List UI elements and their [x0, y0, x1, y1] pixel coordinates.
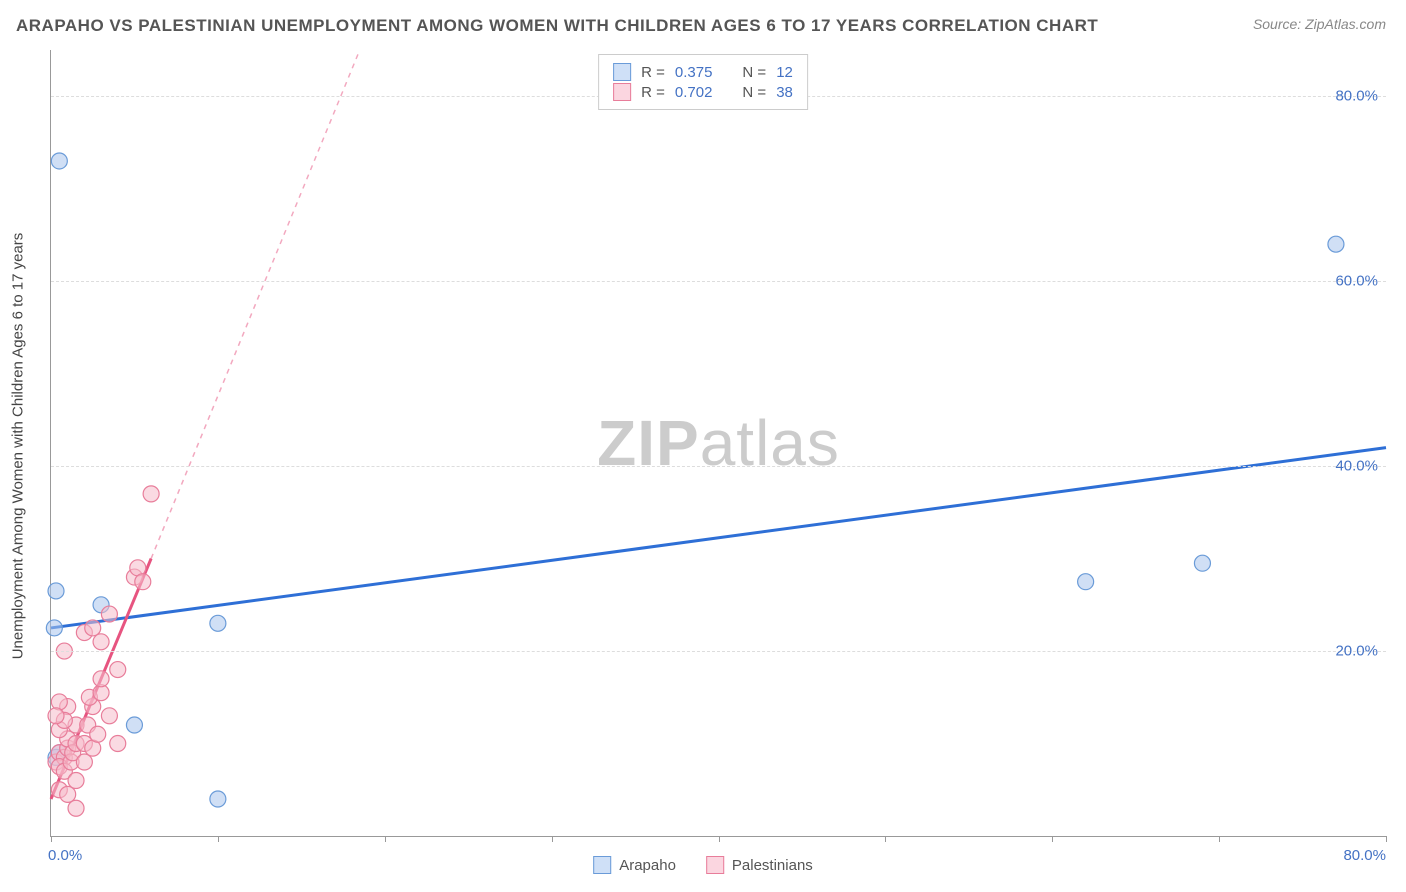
data-point — [51, 153, 67, 169]
legend-label: Palestinians — [732, 857, 813, 874]
legend-r-label: R = — [641, 64, 665, 81]
x-tick-mark — [719, 836, 720, 842]
legend-stat-row: R = 0.702 N = 38 — [613, 83, 793, 101]
data-point — [48, 583, 64, 599]
y-tick-label: 20.0% — [1335, 643, 1378, 660]
x-tick-mark — [1219, 836, 1220, 842]
x-tick-mark — [385, 836, 386, 842]
data-point — [93, 671, 109, 687]
data-point — [48, 708, 64, 724]
data-point — [76, 754, 92, 770]
x-tick-mark — [1386, 836, 1387, 842]
y-tick-label: 80.0% — [1335, 88, 1378, 105]
legend-n-value: 38 — [776, 84, 793, 101]
legend-series: Arapaho Palestinians — [593, 856, 813, 874]
data-point — [1194, 555, 1210, 571]
data-point — [85, 620, 101, 636]
legend-swatch — [613, 63, 631, 81]
data-point — [60, 786, 76, 802]
data-point — [110, 662, 126, 678]
legend-r-value: 0.375 — [675, 64, 713, 81]
gridline — [51, 466, 1386, 467]
x-tick-mark — [552, 836, 553, 842]
y-tick-label: 60.0% — [1335, 273, 1378, 290]
data-point — [68, 800, 84, 816]
legend-n-label: N = — [742, 84, 766, 101]
legend-swatch — [593, 856, 611, 874]
data-point — [126, 717, 142, 733]
y-tick-label: 40.0% — [1335, 458, 1378, 475]
legend-item: Palestinians — [706, 856, 813, 874]
plot-area: ZIPatlas 20.0%40.0%60.0%80.0% — [50, 50, 1386, 837]
x-tick-mark — [1052, 836, 1053, 842]
gridline — [51, 281, 1386, 282]
chart-svg — [51, 50, 1386, 836]
data-point — [101, 606, 117, 622]
data-point — [110, 736, 126, 752]
legend-n-value: 12 — [776, 64, 793, 81]
data-point — [46, 620, 62, 636]
legend-swatch — [706, 856, 724, 874]
legend-swatch — [613, 83, 631, 101]
data-point — [210, 791, 226, 807]
x-axis-start-label: 0.0% — [48, 847, 82, 864]
x-tick-mark — [885, 836, 886, 842]
legend-stat-row: R = 0.375 N = 12 — [613, 63, 793, 81]
data-point — [143, 486, 159, 502]
trend-line — [51, 448, 1386, 628]
legend-item: Arapaho — [593, 856, 676, 874]
legend-stats: R = 0.375 N = 12 R = 0.702 N = 38 — [598, 54, 808, 110]
source-label: Source: ZipAtlas.com — [1253, 16, 1386, 32]
legend-n-label: N = — [742, 64, 766, 81]
trend-line-ext — [151, 50, 360, 559]
legend-r-value: 0.702 — [675, 84, 713, 101]
data-point — [1078, 574, 1094, 590]
gridline — [51, 651, 1386, 652]
x-tick-mark — [51, 836, 52, 842]
y-axis-label: Unemployment Among Women with Children A… — [10, 233, 27, 660]
data-point — [93, 634, 109, 650]
legend-r-label: R = — [641, 84, 665, 101]
legend-label: Arapaho — [619, 857, 676, 874]
data-point — [210, 615, 226, 631]
data-point — [1328, 236, 1344, 252]
data-point — [101, 708, 117, 724]
x-tick-mark — [218, 836, 219, 842]
data-point — [68, 773, 84, 789]
data-point — [90, 726, 106, 742]
data-point — [135, 574, 151, 590]
chart-title: ARAPAHO VS PALESTINIAN UNEMPLOYMENT AMON… — [16, 16, 1098, 36]
x-axis-end-label: 80.0% — [1343, 847, 1386, 864]
